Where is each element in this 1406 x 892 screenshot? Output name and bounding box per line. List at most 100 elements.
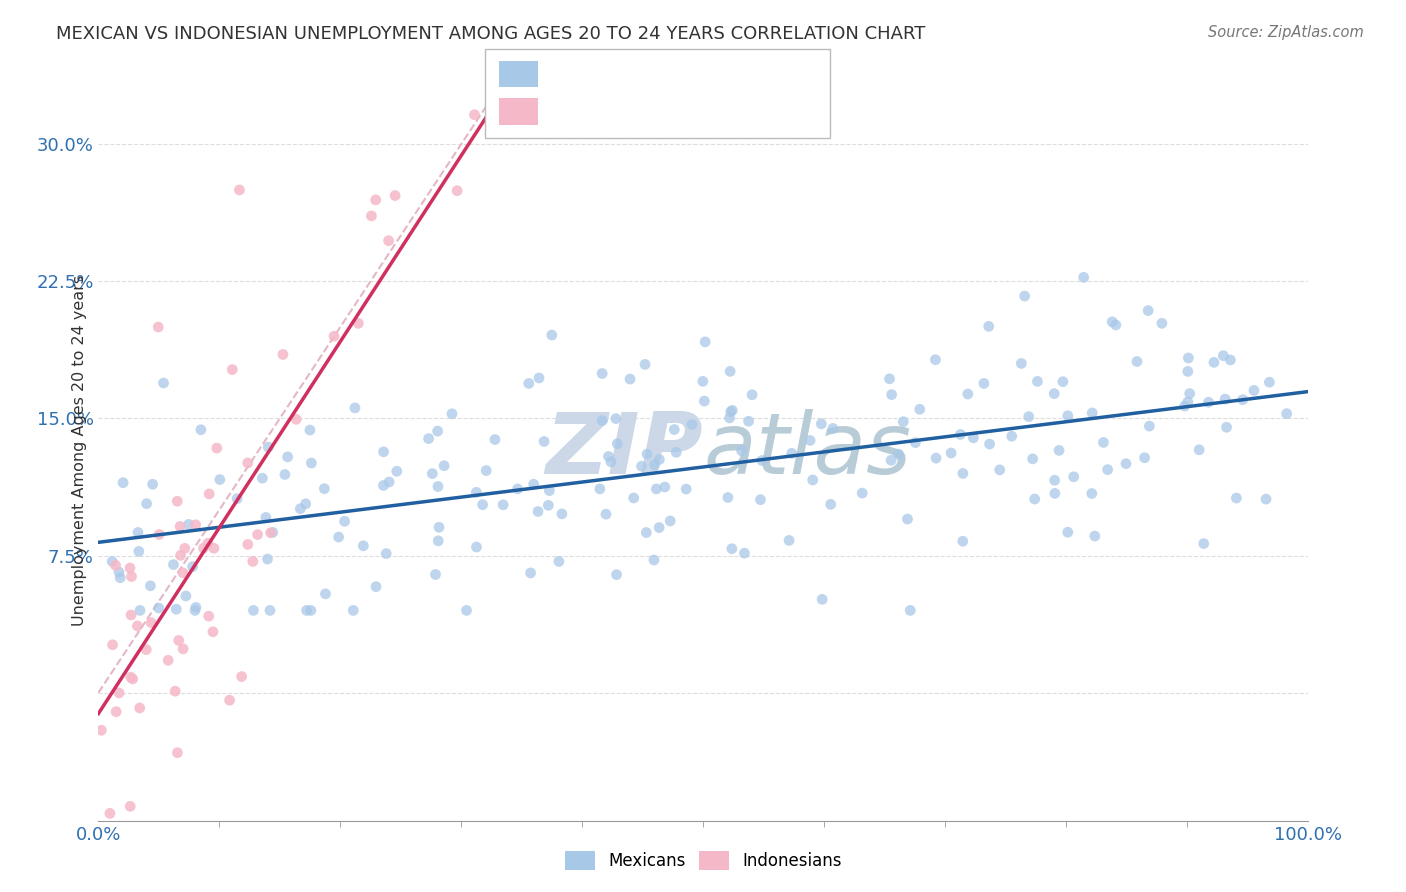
Point (595, 507, 617, 521)
Point (290, 501, 312, 516)
Point (148, 527, 170, 541)
Point (352, 539, 374, 553)
Point (1219, 353, 1241, 368)
Point (1047, 443, 1070, 458)
Point (1212, 349, 1234, 363)
Point (242, 603, 264, 617)
Point (1213, 392, 1236, 406)
Point (184, 603, 207, 617)
Point (1202, 355, 1225, 369)
Point (101, 555, 124, 569)
Point (988, 463, 1011, 477)
Point (602, 65, 624, 79)
Point (127, 619, 149, 633)
Point (591, 414, 613, 428)
Text: R = 0.429: R = 0.429 (548, 103, 638, 120)
Point (1024, 491, 1046, 506)
Point (101, 638, 124, 652)
Text: N = 197: N = 197 (703, 65, 778, 83)
Point (208, 473, 231, 487)
Point (314, 482, 336, 496)
Point (636, 525, 658, 540)
Point (598, 450, 620, 464)
Y-axis label: Unemployment Among Ages 20 to 24 years: Unemployment Among Ages 20 to 24 years (72, 275, 87, 626)
Point (693, 394, 716, 409)
Point (1137, 303, 1160, 318)
Point (718, 364, 741, 378)
Point (527, 371, 550, 385)
Point (90, 723, 112, 738)
Point (737, 414, 759, 428)
Point (977, 319, 1000, 334)
Point (733, 546, 755, 560)
Point (285, 412, 308, 426)
Point (780, 446, 803, 460)
Point (384, 188, 406, 202)
Point (198, 487, 221, 501)
Point (342, 603, 364, 617)
Point (108, 686, 131, 700)
Point (1177, 395, 1199, 409)
Point (720, 405, 742, 419)
Legend: Mexicans, Indonesians: Mexicans, Indonesians (558, 844, 848, 877)
Point (681, 417, 703, 432)
Point (148, 320, 170, 334)
Point (645, 482, 668, 496)
Point (314, 587, 336, 601)
Point (193, 541, 215, 556)
Point (148, 601, 170, 615)
Point (949, 427, 972, 442)
Point (112, 475, 135, 490)
Point (135, 497, 157, 511)
Point (665, 445, 688, 459)
Point (465, 540, 488, 554)
Point (128, 701, 150, 715)
Point (166, 746, 188, 760)
Point (741, 388, 763, 402)
Point (228, 183, 250, 197)
Point (484, 433, 506, 447)
Point (1052, 375, 1074, 389)
Point (1014, 289, 1036, 303)
Point (172, 566, 194, 580)
Point (896, 512, 918, 526)
Point (1056, 525, 1078, 540)
Point (373, 444, 395, 458)
Point (1092, 435, 1115, 450)
Point (166, 494, 188, 508)
Point (298, 423, 321, 437)
Point (717, 491, 740, 505)
Point (121, 672, 143, 686)
Point (139, 579, 162, 593)
Point (167, 633, 190, 648)
Point (540, 328, 562, 343)
Point (1105, 318, 1128, 332)
Point (377, 234, 399, 248)
Point (1010, 356, 1032, 370)
Point (475, 464, 498, 478)
Point (904, 435, 927, 450)
Point (485, 0, 508, 13)
Point (1254, 492, 1277, 507)
Point (205, 441, 228, 455)
Point (519, 566, 541, 580)
Point (221, 362, 243, 376)
Point (1056, 409, 1078, 423)
Point (643, 553, 665, 567)
Point (433, 458, 456, 473)
Point (1275, 407, 1298, 421)
Point (1026, 375, 1049, 389)
Point (1174, 399, 1197, 413)
Point (231, 670, 253, 684)
Point (675, 482, 697, 496)
Point (169, 549, 191, 563)
Point (246, 527, 269, 541)
Point (128, 544, 150, 558)
Point (347, 317, 370, 331)
Point (378, 475, 401, 489)
Point (1192, 536, 1215, 550)
Point (184, 517, 207, 532)
Point (259, 525, 281, 540)
Point (152, 376, 174, 390)
Point (606, 436, 628, 450)
